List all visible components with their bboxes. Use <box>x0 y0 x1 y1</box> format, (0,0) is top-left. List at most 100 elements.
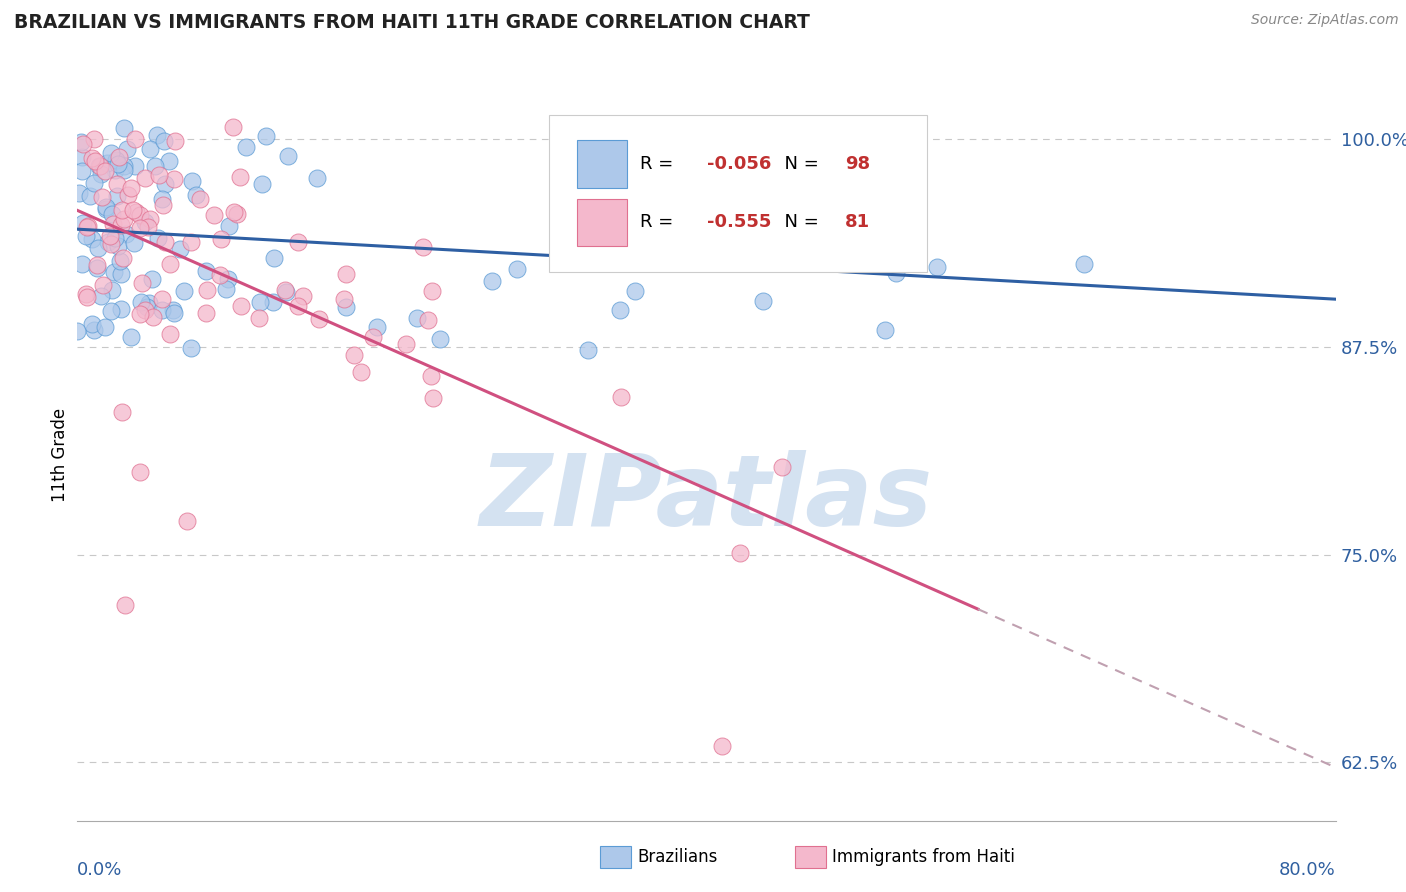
Point <box>79 189 101 203</box>
Point <box>180 174 202 188</box>
Point <box>117 188 139 202</box>
Point <box>412 240 434 254</box>
FancyBboxPatch shape <box>599 847 631 868</box>
Point <box>90 167 112 181</box>
Point <box>195 283 218 297</box>
Text: Brazilians: Brazilians <box>637 848 717 866</box>
Point <box>169 242 191 256</box>
FancyBboxPatch shape <box>550 115 927 272</box>
Point <box>110 267 132 281</box>
Point <box>405 310 427 325</box>
Point <box>222 120 245 135</box>
Point <box>277 149 299 163</box>
Point <box>125 204 148 219</box>
Y-axis label: 11th Grade: 11th Grade <box>51 408 69 502</box>
Point <box>222 205 245 219</box>
Point <box>83 323 105 337</box>
Point <box>77 219 100 234</box>
Point <box>150 292 173 306</box>
Point <box>152 192 174 206</box>
Point <box>122 236 145 251</box>
Point <box>505 262 527 277</box>
Point <box>129 294 152 309</box>
Text: Immigrants from Haiti: Immigrants from Haiti <box>832 848 1015 866</box>
Point <box>159 154 181 169</box>
Point <box>195 264 218 278</box>
Point <box>173 284 195 298</box>
Point <box>235 140 257 154</box>
Point <box>770 459 793 474</box>
Point <box>422 284 444 298</box>
Point <box>83 131 105 145</box>
Point <box>481 274 503 288</box>
Point <box>87 160 110 174</box>
Point <box>148 231 170 245</box>
Point <box>100 236 122 251</box>
Point <box>361 329 384 343</box>
Point <box>110 301 132 316</box>
FancyBboxPatch shape <box>794 847 827 868</box>
Point <box>163 134 186 148</box>
Point <box>180 235 202 250</box>
Point <box>98 228 121 243</box>
Point <box>925 260 948 274</box>
Point <box>287 235 309 249</box>
Point <box>111 405 134 419</box>
Point <box>159 257 181 271</box>
Point <box>217 272 239 286</box>
Point <box>91 190 114 204</box>
Point <box>153 177 176 191</box>
Point <box>333 293 356 307</box>
Point <box>82 151 104 165</box>
Point <box>143 159 166 173</box>
Point <box>148 169 170 183</box>
Point <box>307 171 329 186</box>
Point <box>250 177 273 191</box>
Text: -0.555: -0.555 <box>707 213 770 231</box>
Point <box>262 295 284 310</box>
Point <box>105 189 128 203</box>
Point <box>70 257 93 271</box>
Point <box>249 295 271 310</box>
Point <box>104 153 127 167</box>
Point <box>103 265 125 279</box>
Point <box>82 232 104 246</box>
Text: 98: 98 <box>845 155 870 173</box>
Point <box>135 300 157 314</box>
Point <box>112 162 135 177</box>
Text: BRAZILIAN VS IMMIGRANTS FROM HAITI 11TH GRADE CORRELATION CHART: BRAZILIAN VS IMMIGRANTS FROM HAITI 11TH … <box>14 13 810 32</box>
Point <box>159 326 181 341</box>
Point <box>96 200 118 214</box>
Point <box>274 285 297 299</box>
Text: 80.0%: 80.0% <box>1279 861 1336 879</box>
Point <box>366 320 388 334</box>
Point <box>91 278 114 293</box>
Point <box>176 515 198 529</box>
Point <box>229 299 252 313</box>
Point <box>218 219 240 233</box>
Point <box>136 219 159 234</box>
Point <box>86 261 108 276</box>
Point <box>112 211 135 226</box>
Text: N =: N = <box>773 155 825 173</box>
Point <box>108 254 131 268</box>
Point <box>153 235 176 249</box>
Point <box>134 170 156 185</box>
Point <box>112 160 135 174</box>
Point <box>107 239 129 253</box>
Point <box>342 348 364 362</box>
Point <box>105 177 128 191</box>
Point <box>112 120 135 135</box>
Point <box>110 203 132 218</box>
Point <box>96 235 118 249</box>
Point <box>100 303 122 318</box>
Point <box>69 135 91 149</box>
Point <box>350 366 373 380</box>
Point <box>124 159 146 173</box>
Text: ZIPatlas: ZIPatlas <box>479 450 934 548</box>
Point <box>86 241 108 255</box>
Point <box>101 217 124 231</box>
Point <box>422 391 444 405</box>
Point <box>129 465 152 479</box>
Point <box>884 266 907 280</box>
